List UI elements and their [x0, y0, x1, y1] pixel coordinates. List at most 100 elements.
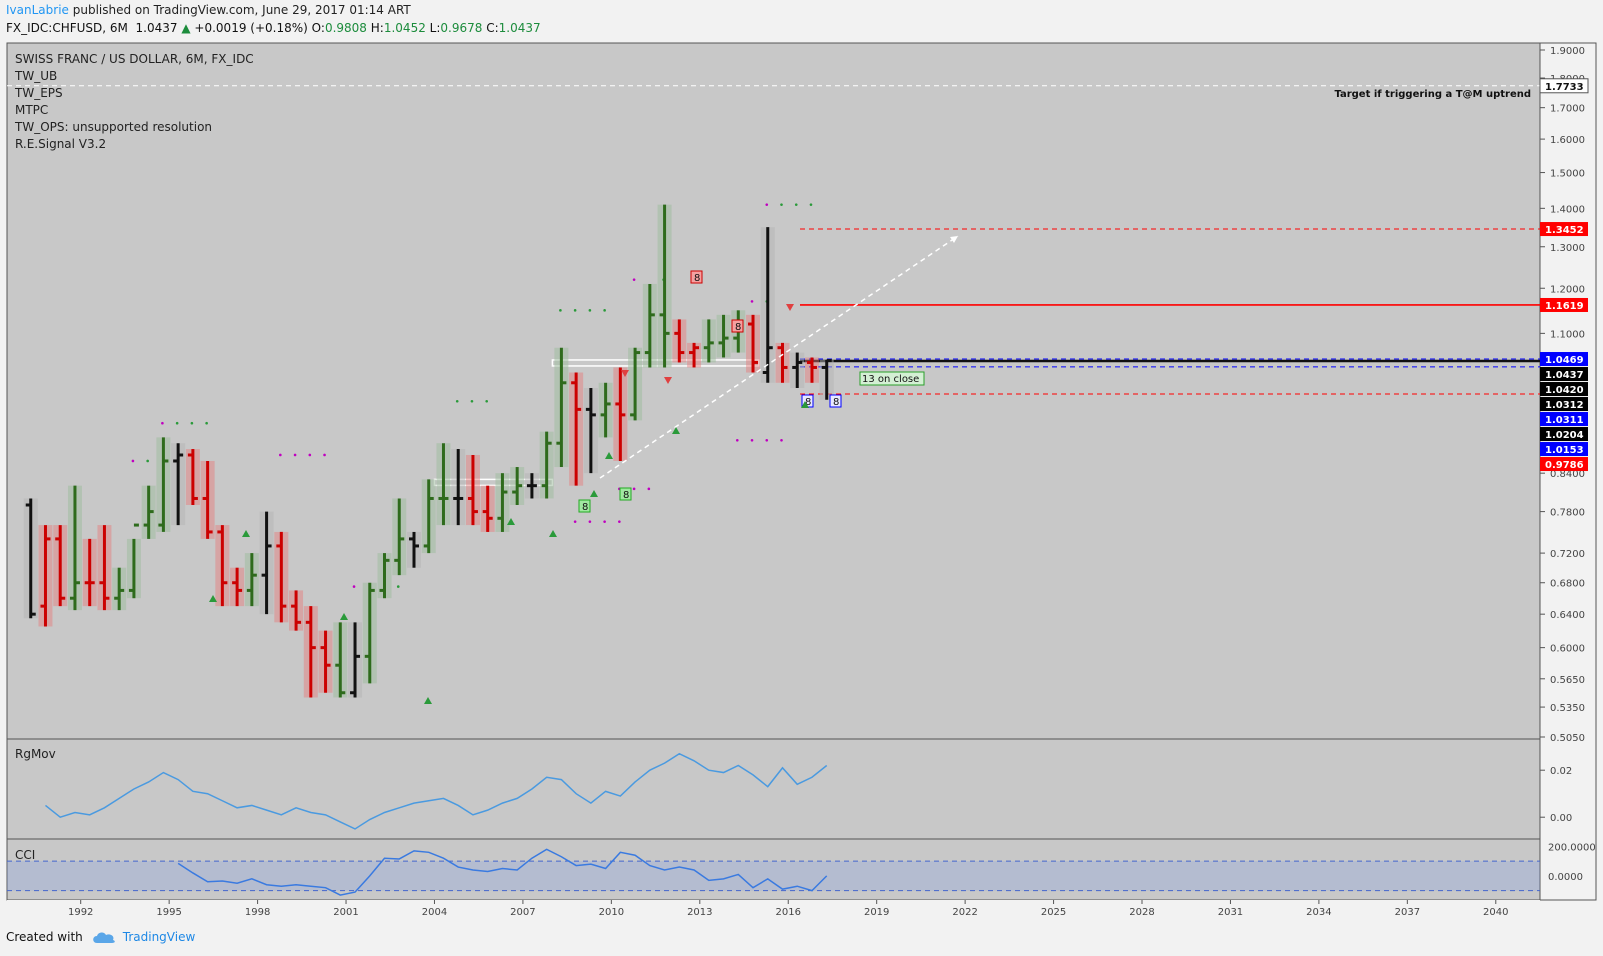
- time-axis[interactable]: [7, 900, 1540, 922]
- high-label: H:: [370, 21, 384, 35]
- ohlc-bar[interactable]: [630, 347, 641, 421]
- ohlc-bar[interactable]: [335, 622, 346, 698]
- sell-triangle-icon: [621, 370, 629, 377]
- cci-line: 200.0000 0.0000: [7, 842, 1596, 896]
- ohlc-bar[interactable]: [703, 319, 714, 363]
- eight-marker-box: [619, 487, 632, 501]
- eight-marker-label: 8: [582, 502, 588, 513]
- legend-item[interactable]: TW_OPS: unsupported resolution: [15, 120, 213, 134]
- ohlc-bar[interactable]: [806, 357, 817, 383]
- ohlc-bar[interactable]: [276, 531, 287, 623]
- ohlc-bar[interactable]: [718, 314, 729, 358]
- legend-item[interactable]: TW_UB: [15, 69, 58, 83]
- ohlc-bar[interactable]: [232, 567, 243, 607]
- rgmov-pane[interactable]: [6, 738, 1541, 840]
- signal-triangles: [209, 304, 809, 704]
- ohlc-bar[interactable]: [99, 525, 110, 611]
- ohlc-bar[interactable]: [187, 449, 198, 505]
- ohlc-bar[interactable]: [674, 319, 685, 363]
- ohlc-bar[interactable]: [482, 485, 493, 532]
- ohlc-bar[interactable]: [438, 443, 449, 526]
- ohlc-bar[interactable]: [305, 606, 316, 698]
- legend-item[interactable]: MTPC: [15, 103, 49, 117]
- ohlc-bar[interactable]: [40, 525, 51, 627]
- tradingview-link[interactable]: TradingView: [122, 930, 196, 944]
- ohlc-bar[interactable]: [25, 498, 36, 619]
- ohlc-bar[interactable]: [217, 525, 228, 607]
- ohlc-bar[interactable]: [55, 525, 66, 607]
- ohlc-bar[interactable]: [689, 342, 700, 368]
- price-label: 1.0204: [1540, 427, 1588, 442]
- ohlc-bar[interactable]: [644, 283, 655, 368]
- ohlc-bar[interactable]: [453, 449, 464, 526]
- legend-item[interactable]: R.E.Signal V3.2: [15, 137, 107, 151]
- ohlc-bar[interactable]: [585, 387, 596, 474]
- ohlc-bar[interactable]: [571, 372, 582, 486]
- ohlc-bar[interactable]: [394, 498, 405, 576]
- ohlc-bar[interactable]: [246, 553, 257, 607]
- signal-dot: [780, 203, 783, 206]
- price-label-bg: [1540, 442, 1588, 457]
- ohlc-bar[interactable]: [320, 630, 331, 693]
- change-arrow-icon: ▲: [181, 21, 191, 35]
- ohlc-bar[interactable]: [128, 523, 139, 599]
- ohlc-bar[interactable]: [202, 460, 213, 539]
- price-label: 1.0420: [1540, 382, 1588, 397]
- ohlc-bar[interactable]: [423, 479, 434, 554]
- ohlc-bar[interactable]: [261, 511, 272, 615]
- legend-item[interactable]: TW_EPS: [15, 86, 63, 100]
- chart-canvas[interactable]: 1.90001.80001.70001.60001.50001.40001.30…: [0, 0, 1603, 930]
- time-tick-label: 2040: [1483, 907, 1508, 918]
- price-label-bg: [1540, 427, 1588, 442]
- created-with-label: Created with: [6, 930, 83, 944]
- price-ticks: 1.90001.80001.70001.60001.50001.40001.30…: [1540, 46, 1585, 744]
- low-label: L:: [429, 21, 441, 35]
- ohlc-bar[interactable]: [615, 367, 626, 461]
- time-tick-label: 1995: [156, 907, 181, 918]
- projection-arrow-line: [599, 235, 959, 479]
- ohlc-bar[interactable]: [526, 473, 537, 499]
- main-pane[interactable]: [6, 42, 1541, 740]
- open-label: O:: [311, 21, 325, 35]
- author-link[interactable]: IvanLabrie: [6, 3, 69, 17]
- ohlc-bar[interactable]: [291, 590, 302, 631]
- signal-dot: [559, 309, 562, 312]
- price-axis[interactable]: [1539, 42, 1597, 901]
- high-value: 1.0452: [383, 21, 426, 35]
- buy-triangle-icon: [242, 530, 250, 537]
- ohlc-bar[interactable]: [350, 622, 361, 698]
- ohlc-bar[interactable]: [748, 314, 759, 373]
- ohlc-bar[interactable]: [762, 227, 773, 383]
- ohlc-bar[interactable]: [143, 485, 154, 539]
- price-label-bg: [1540, 382, 1588, 397]
- ohlc-bar[interactable]: [467, 454, 478, 526]
- eight-marker-box: [578, 499, 591, 513]
- eight-marker-box: [829, 394, 842, 408]
- ohlc-bar[interactable]: [821, 359, 832, 400]
- ohlc-bar[interactable]: [408, 531, 419, 568]
- ohlc-bar[interactable]: [364, 582, 375, 684]
- ohlc-bar[interactable]: [379, 553, 390, 599]
- price-label-bg: [1540, 352, 1588, 367]
- ohlc-bar[interactable]: [173, 443, 184, 526]
- ohlc-bar[interactable]: [600, 382, 611, 438]
- cci-tick-label: 0.0000: [1548, 872, 1583, 883]
- ohlc-bar[interactable]: [792, 352, 803, 388]
- ohlc-bar[interactable]: [497, 473, 508, 532]
- ohlc-bar[interactable]: [84, 538, 95, 607]
- signal-dot: [146, 459, 149, 463]
- ohlc-bar[interactable]: [777, 342, 788, 383]
- price-tick-label: 0.7800: [1550, 508, 1585, 519]
- ohlc-bar[interactable]: [659, 204, 670, 368]
- cci-pane[interactable]: [6, 838, 1541, 901]
- ohlc-bar[interactable]: [512, 467, 523, 505]
- price-label: 1.0312: [1540, 397, 1588, 412]
- ohlc-bar[interactable]: [158, 437, 169, 532]
- ohlc-bar[interactable]: [556, 347, 567, 468]
- cci-series: [177, 848, 828, 896]
- buy-triangle-icon: [209, 595, 217, 602]
- signal-dot: [618, 520, 621, 523]
- ohlc-bar[interactable]: [69, 485, 80, 611]
- ohlc-bar[interactable]: [541, 431, 552, 499]
- ohlc-bar[interactable]: [114, 567, 125, 611]
